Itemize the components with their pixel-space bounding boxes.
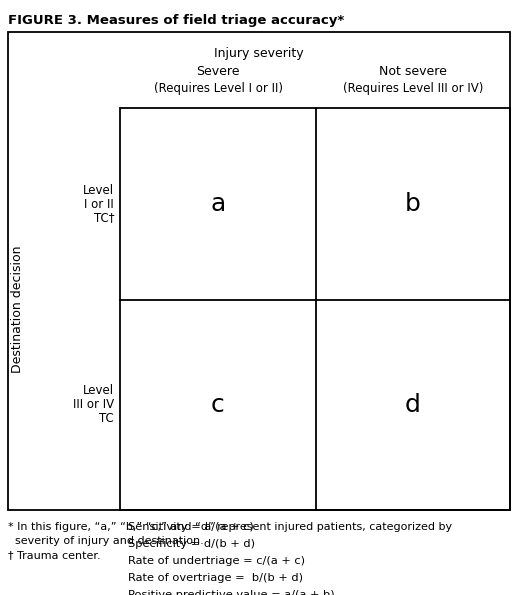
Text: Level: Level [83, 384, 114, 397]
Text: d: d [405, 393, 421, 417]
Text: Positive predictive value = a/(a + b): Positive predictive value = a/(a + b) [128, 590, 335, 595]
Text: Severe: Severe [196, 65, 240, 78]
Text: c: c [211, 393, 225, 417]
Text: TC†: TC† [94, 211, 114, 224]
Text: Not severe: Not severe [379, 65, 447, 78]
Text: severity of injury and destination.: severity of injury and destination. [8, 536, 204, 546]
Text: Specificity = d/(b + d): Specificity = d/(b + d) [128, 539, 255, 549]
Text: FIGURE 3. Measures of field triage accuracy*: FIGURE 3. Measures of field triage accur… [8, 14, 344, 27]
Text: a: a [211, 192, 226, 216]
Text: (Requires Level I or II): (Requires Level I or II) [153, 82, 282, 95]
Text: Level: Level [83, 183, 114, 196]
Text: TC: TC [99, 412, 114, 425]
Text: * In this figure, “a,” “b,” “c,” and “d” represent injured patients, categorized: * In this figure, “a,” “b,” “c,” and “d”… [8, 522, 452, 532]
Bar [8, 32, 510, 510]
Bar [120, 108, 510, 510]
Text: III or IV: III or IV [73, 399, 114, 412]
Text: I or II: I or II [84, 198, 114, 211]
Text: Sensitivity = a/(a + c): Sensitivity = a/(a + c) [128, 522, 254, 532]
Text: b: b [405, 192, 421, 216]
Text: † Trauma center.: † Trauma center. [8, 550, 101, 560]
Text: (Requires Level III or IV): (Requires Level III or IV) [343, 82, 483, 95]
Text: Rate of undertriage = c/(a + c): Rate of undertriage = c/(a + c) [128, 556, 305, 566]
Text: Injury severity: Injury severity [214, 47, 304, 60]
Text: Destination decision: Destination decision [11, 245, 24, 372]
Text: Rate of overtriage =  b/(b + d): Rate of overtriage = b/(b + d) [128, 573, 303, 583]
